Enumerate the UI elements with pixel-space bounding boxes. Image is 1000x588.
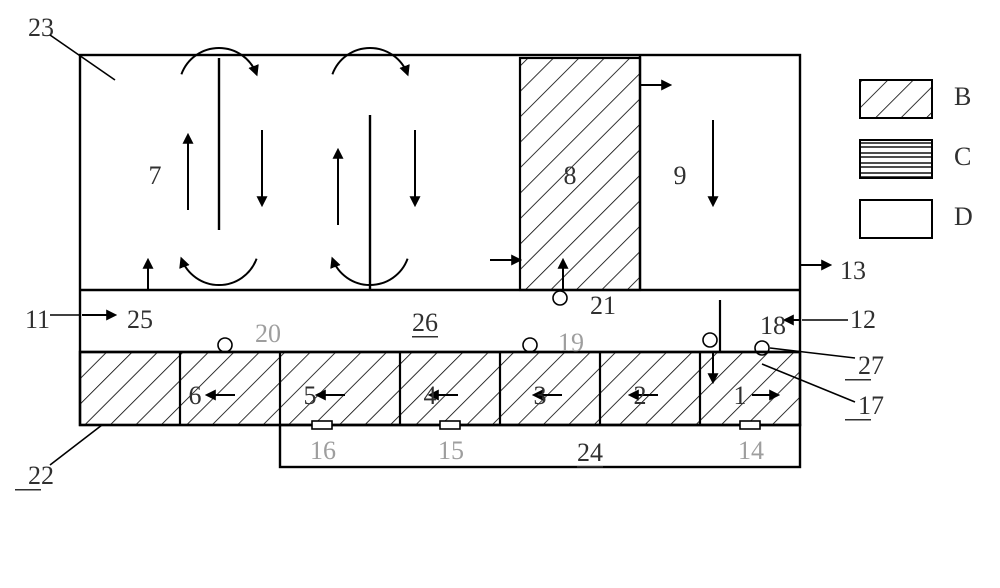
svg-text:25: 25 xyxy=(127,305,153,334)
svg-text:8: 8 xyxy=(564,161,577,190)
svg-text:2: 2 xyxy=(634,381,647,410)
svg-text:18: 18 xyxy=(760,311,786,340)
svg-text:23: 23 xyxy=(28,13,54,42)
svg-text:21: 21 xyxy=(590,291,616,320)
diagram-svg: 7891234562526242311121317181920212227141… xyxy=(0,0,1000,588)
svg-text:1: 1 xyxy=(734,381,747,410)
svg-text:15: 15 xyxy=(438,436,464,465)
svg-text:11: 11 xyxy=(25,305,50,334)
svg-text:14: 14 xyxy=(738,436,764,465)
svg-text:13: 13 xyxy=(840,256,866,285)
svg-text:4: 4 xyxy=(424,381,437,410)
svg-text:27: 27 xyxy=(858,351,884,380)
svg-text:6: 6 xyxy=(189,381,202,410)
svg-text:7: 7 xyxy=(149,161,162,190)
svg-text:D: D xyxy=(954,202,973,231)
svg-text:24: 24 xyxy=(577,438,603,467)
svg-text:16: 16 xyxy=(310,436,336,465)
svg-text:26: 26 xyxy=(412,308,438,337)
svg-text:12: 12 xyxy=(850,305,876,334)
svg-text:B: B xyxy=(954,82,971,111)
svg-text:C: C xyxy=(954,142,971,171)
svg-text:22: 22 xyxy=(28,461,54,490)
svg-text:9: 9 xyxy=(674,161,687,190)
svg-text:20: 20 xyxy=(255,319,281,348)
svg-text:17: 17 xyxy=(858,391,884,420)
svg-text:5: 5 xyxy=(304,381,317,410)
svg-text:19: 19 xyxy=(558,328,584,357)
svg-text:3: 3 xyxy=(534,381,547,410)
